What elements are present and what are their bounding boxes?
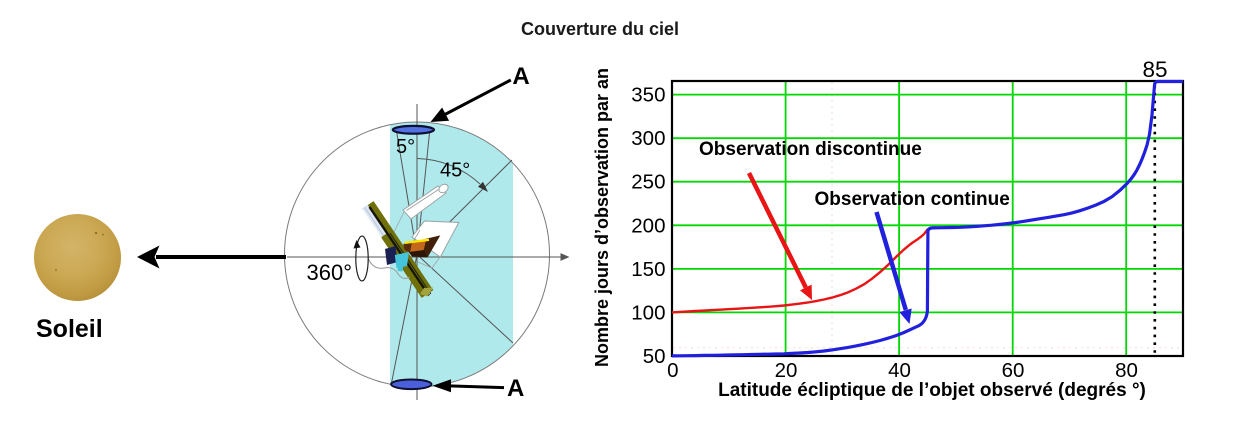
svg-text:Latitude écliptique de l’objet: Latitude écliptique de l’objet observé (… xyxy=(718,380,1146,401)
svg-text:150: 150 xyxy=(631,258,665,281)
svg-text:Couverture du ciel: Couverture du ciel xyxy=(521,19,679,39)
svg-text:300: 300 xyxy=(631,127,665,150)
svg-text:Nombre jours d’observation par: Nombre jours d’observation par an xyxy=(592,68,612,367)
svg-text:250: 250 xyxy=(631,171,665,194)
svg-text:5°: 5° xyxy=(396,136,415,158)
svg-text:85: 85 xyxy=(1142,57,1167,82)
svg-text:A: A xyxy=(507,375,524,402)
svg-text:60: 60 xyxy=(1002,359,1025,382)
svg-text:200: 200 xyxy=(631,214,665,237)
svg-text:A: A xyxy=(512,63,529,90)
svg-text:360°: 360° xyxy=(307,260,353,285)
svg-text:Soleil: Soleil xyxy=(36,315,103,343)
svg-text:50: 50 xyxy=(643,345,666,368)
svg-text:40: 40 xyxy=(888,359,911,382)
svg-text:100: 100 xyxy=(631,301,665,324)
svg-text:Observation discontinue: Observation discontinue xyxy=(699,139,922,160)
svg-text:20: 20 xyxy=(775,359,798,382)
svg-text:0: 0 xyxy=(667,359,678,382)
svg-text:45°: 45° xyxy=(440,160,470,182)
svg-text:80: 80 xyxy=(1115,359,1138,382)
svg-text:Observation continue: Observation continue xyxy=(815,189,1010,210)
svg-text:350: 350 xyxy=(631,84,665,107)
